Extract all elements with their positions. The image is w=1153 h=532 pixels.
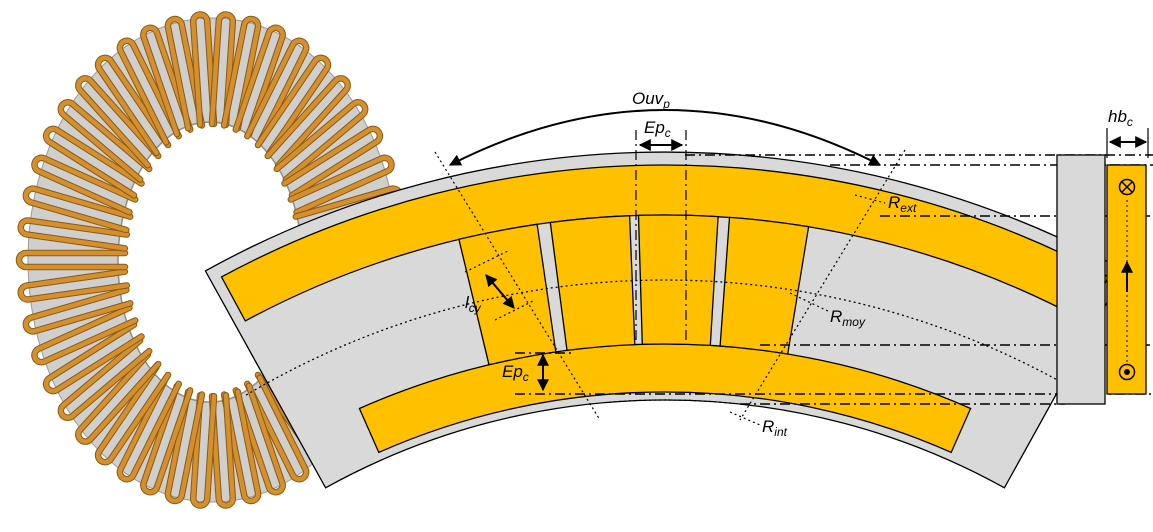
coil-turn (94, 54, 172, 157)
label-r-ext: Rext (888, 193, 917, 215)
winding-band-inner (358, 343, 972, 454)
coil-turn (220, 15, 262, 132)
coil-turn (94, 363, 172, 466)
label-hb: hbc (1108, 107, 1133, 129)
side-view (1056, 154, 1147, 405)
coil-turn (116, 37, 182, 146)
coil-turn (244, 374, 310, 483)
coil-turn (116, 374, 182, 483)
coil-turn (189, 11, 218, 128)
mean-radius-arc (245, 279, 1085, 396)
coil-turn (281, 125, 384, 199)
coil-turn (75, 75, 162, 169)
coil-turn (244, 37, 310, 146)
label-r-moy: Rmoy (830, 307, 866, 329)
winding-slot-3 (637, 214, 719, 347)
lcy-arrow (485, 274, 515, 309)
rint-leader (729, 411, 761, 426)
coil-turn (208, 11, 237, 128)
coil-turn (57, 99, 153, 183)
lcy-ext-1 (464, 249, 511, 273)
coil-turn (75, 351, 162, 445)
winding-slot-2 (549, 215, 636, 352)
coil-turn (140, 382, 194, 496)
coil-turn (140, 24, 194, 138)
rext-leader (854, 194, 886, 204)
label-l-cy: lcy (465, 293, 482, 315)
coil-turn (15, 249, 129, 271)
coil-turn (264, 75, 351, 169)
label-ep-top: Epc (644, 118, 671, 140)
coil-turn (232, 24, 286, 138)
coil-turn (164, 388, 206, 505)
coil-turn (164, 15, 206, 132)
side-core-bar (1056, 154, 1106, 405)
dot-in-circle-icon (1118, 363, 1136, 381)
coil-turn (208, 392, 237, 509)
coil-turn (287, 154, 395, 216)
coil-turn (42, 125, 145, 199)
ouverture-arc-arrow (448, 109, 882, 166)
coil-turn (42, 321, 145, 395)
rmoy-leader (789, 292, 831, 313)
coil-turn (273, 99, 369, 183)
coil-turn (57, 337, 153, 421)
coil-turn (31, 304, 139, 366)
coil-turn (220, 388, 262, 505)
cross-in-circle-icon (1118, 178, 1136, 196)
labels: Ouvp Epc hbc Rext Rmoy Rint lcy Epc (465, 89, 1133, 439)
coil-turn (31, 154, 139, 216)
coil-turn (17, 268, 131, 303)
coil-turn (254, 54, 332, 157)
winding-slot-4 (719, 216, 810, 355)
coil-turn (17, 217, 131, 252)
coil-turn (22, 185, 134, 234)
coil-turn (232, 382, 286, 496)
label-ouv: Ouvp (632, 89, 670, 111)
coil-turn (189, 392, 218, 509)
label-r-int: Rint (762, 417, 788, 439)
label-ep-left: Epc (502, 362, 529, 384)
coil-turn (22, 286, 134, 335)
